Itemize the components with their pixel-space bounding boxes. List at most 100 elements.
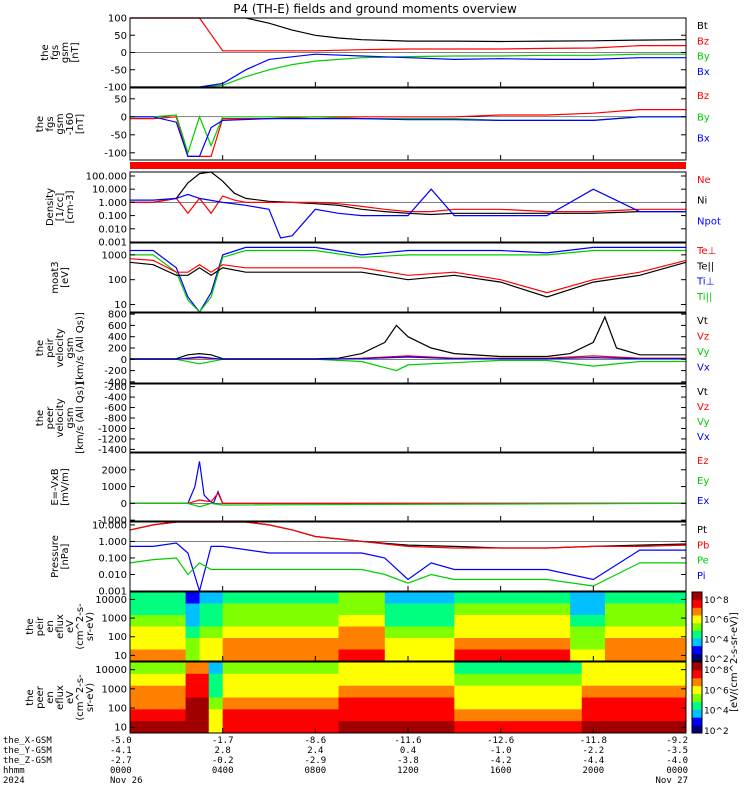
xaxis-value: -4.2 bbox=[490, 756, 512, 766]
heatmap-cell bbox=[185, 662, 210, 675]
heatmap-cell bbox=[222, 603, 339, 616]
colorbar-cell bbox=[692, 630, 702, 639]
ylabel-line: [mV/m] bbox=[60, 468, 71, 506]
heatmap-cell bbox=[185, 709, 210, 722]
panel-frame bbox=[129, 521, 687, 592]
ylabel-line: the bbox=[35, 340, 46, 356]
heatmap-cell bbox=[384, 638, 455, 650]
heatmap-cell bbox=[222, 626, 339, 639]
heatmap-cell bbox=[222, 638, 339, 650]
heatmap-cell bbox=[208, 673, 224, 687]
heatmap-cell bbox=[130, 673, 187, 687]
heatmap-cell bbox=[130, 662, 187, 675]
xaxis-value: -3.8 bbox=[397, 756, 419, 766]
heatmap-cell bbox=[208, 721, 224, 734]
ylabel-line: [cm-3] bbox=[65, 190, 76, 223]
ylabel-line: [nT] bbox=[70, 42, 81, 62]
ylabel-line: peer bbox=[45, 406, 56, 430]
ylabel-line: peer bbox=[35, 685, 46, 709]
ylabel-line: -160 bbox=[65, 113, 76, 136]
heatmap-cell bbox=[454, 626, 571, 639]
heatmap-cell bbox=[185, 721, 210, 734]
ylabel-line: en bbox=[45, 691, 56, 704]
heatmap-cell bbox=[130, 721, 187, 734]
ytick-label: 0 bbox=[121, 48, 127, 59]
ytick-label: 0 bbox=[121, 499, 127, 510]
xaxis-value: -12.6 bbox=[487, 736, 514, 746]
ytick-label: 10 bbox=[114, 300, 127, 311]
series-line-Ni bbox=[130, 171, 686, 216]
ytick-label: 1.000 bbox=[98, 198, 127, 209]
colorbar-cell bbox=[692, 615, 702, 624]
xaxis-row-label: the_Z-GSM bbox=[3, 756, 52, 766]
ytick-label: -1000 bbox=[98, 424, 127, 435]
ytick-label: 10.000 bbox=[92, 520, 127, 531]
heatmap-cell bbox=[222, 709, 339, 722]
ytick-label: 50 bbox=[114, 94, 127, 105]
ytick-label: 10 bbox=[114, 651, 127, 662]
ytick-label: -50 bbox=[111, 65, 127, 76]
heatmap-cell bbox=[338, 592, 386, 604]
colorbar-cell bbox=[692, 653, 702, 662]
heatmap-cell bbox=[384, 626, 455, 639]
ytick-label: 10000 bbox=[95, 665, 127, 676]
legend-entry-Ez: Ez bbox=[697, 456, 709, 467]
legend-entry-Pt: Pt bbox=[697, 525, 707, 536]
heatmap-cell bbox=[384, 615, 455, 627]
legend-entry-Pe: Pe bbox=[697, 556, 709, 567]
ylabel-line: the bbox=[25, 689, 36, 705]
ytick-label: 0.010 bbox=[98, 224, 127, 235]
ylabel-line: gsm bbox=[60, 42, 71, 63]
heatmap-cell bbox=[222, 649, 339, 662]
colorbar-label: 10^6 bbox=[704, 616, 729, 626]
heatmap-cell bbox=[208, 697, 224, 710]
heatmap-cell bbox=[222, 685, 339, 698]
ytick-label: 1000 bbox=[102, 684, 127, 695]
heatmap-cell bbox=[222, 697, 339, 710]
heatmap-cell bbox=[604, 603, 687, 616]
ytick-label: 0 bbox=[121, 355, 127, 366]
xaxis-value: 1200 bbox=[397, 766, 419, 776]
legend-entry-Ti||: Ti|| bbox=[696, 292, 712, 303]
xaxis-value: -3.5 bbox=[666, 746, 688, 756]
series-line-Vy bbox=[130, 358, 686, 372]
heatmap-cell bbox=[454, 709, 583, 722]
xaxis-value: -11.8 bbox=[580, 736, 607, 746]
heatmap-cell bbox=[581, 697, 687, 710]
colorbar-cell bbox=[692, 709, 702, 718]
xaxis-value: -1.0 bbox=[490, 746, 512, 756]
ylabel-line: velocity bbox=[55, 328, 66, 367]
series-line-Vt bbox=[130, 315, 686, 360]
xaxis-value: -0.2 bbox=[212, 756, 234, 766]
ylabel-line: Pressure bbox=[50, 535, 61, 578]
heatmap-cell bbox=[199, 615, 224, 627]
xaxis-value: Nov 27 bbox=[655, 776, 688, 786]
ytick-label: 1.000 bbox=[98, 537, 127, 548]
heatmap-cell bbox=[338, 697, 455, 710]
ytick-label: 0.100 bbox=[98, 553, 127, 564]
heatmap-cell bbox=[199, 603, 224, 616]
ylabel-line: eV bbox=[65, 691, 76, 704]
xaxis-value: -4.4 bbox=[582, 756, 604, 766]
ytick-label: -200 bbox=[104, 382, 127, 393]
ytick-label: 0.010 bbox=[98, 570, 127, 581]
heatmap-cell bbox=[581, 662, 687, 675]
xaxis-row-label: 2024 bbox=[3, 776, 25, 786]
ytick-label: -800 bbox=[104, 414, 127, 425]
xaxis-value: 1600 bbox=[490, 766, 512, 776]
legend-entry-Ex: Ex bbox=[697, 496, 709, 507]
heatmap-cell bbox=[338, 626, 386, 639]
xaxis-value: 0000 bbox=[666, 766, 688, 776]
ylabel-line: eflux bbox=[55, 685, 66, 710]
ytick-label: 0.001 bbox=[98, 238, 127, 249]
heatmap-cell bbox=[570, 626, 606, 639]
ytick-label: -1400 bbox=[98, 445, 127, 456]
colorbar-cell bbox=[692, 638, 702, 647]
heatmap-cell bbox=[454, 697, 583, 710]
colorbar-label: 10^6 bbox=[704, 686, 729, 696]
heatmap-cell bbox=[185, 626, 200, 639]
heatmap-cell bbox=[454, 649, 571, 662]
heatmap-cell bbox=[338, 638, 386, 650]
ytick-label: 10.000 bbox=[92, 185, 127, 196]
heatmap-cell bbox=[338, 603, 386, 616]
